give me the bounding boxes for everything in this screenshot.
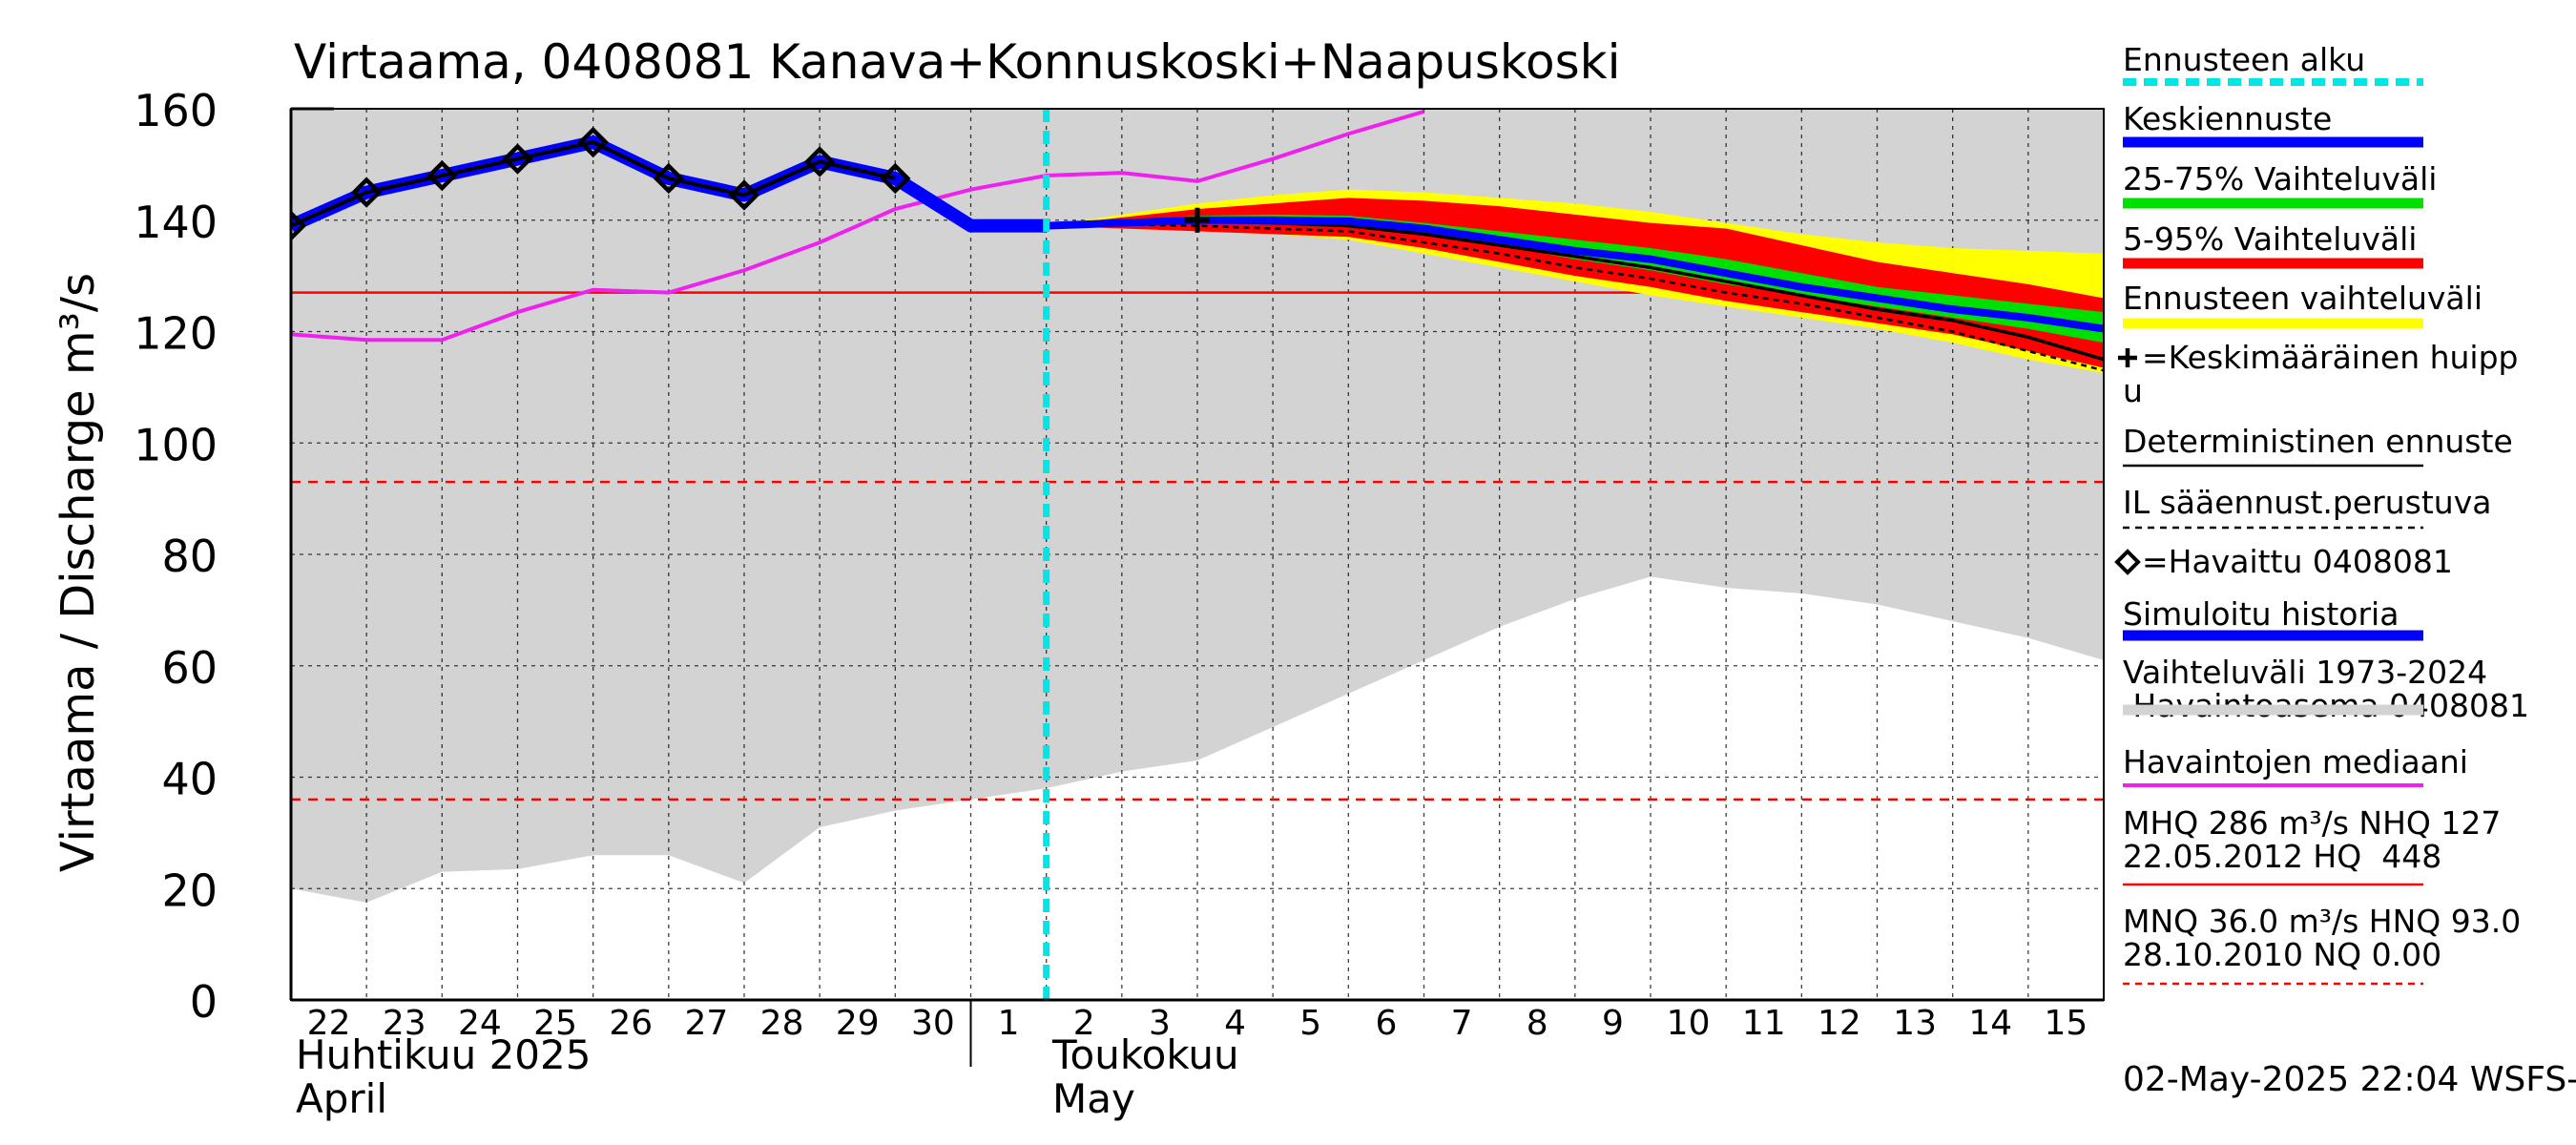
legend-label-mhq: MHQ 286 m³/s NHQ 127: [2123, 804, 2501, 842]
legend-label-band-25-75: 25-75% Vaihteluväli: [2123, 160, 2437, 198]
legend-label-history-range: Vaihteluväli 1973-2024: [2123, 654, 2487, 691]
legend-label-mean-peak: =Keskimääräinen huipp: [2142, 339, 2519, 376]
month-label-may-en: May: [1052, 1075, 1135, 1122]
legend-label-mnq: MNQ 36.0 m³/s HNQ 93.0: [2123, 903, 2521, 940]
observed-line: [291, 139, 896, 228]
x-tick-label: 29: [836, 1004, 880, 1043]
y-tick-label: 100: [134, 419, 218, 470]
legend-label-band-5-95: 5-95% Vaihteluväli: [2123, 220, 2417, 258]
x-tick-label: 7: [1451, 1004, 1473, 1043]
il-forecast-line: [970, 223, 2104, 372]
y-tick-label: 0: [190, 976, 218, 1028]
x-tick-label: 22: [307, 1004, 351, 1043]
legend-label-il-forecast: IL sääennust.perustuva: [2123, 484, 2491, 521]
x-tick-label: 1: [998, 1004, 1020, 1043]
observed-point: [880, 162, 911, 195]
y-tick-label: 40: [161, 754, 218, 805]
y-tick-label: 120: [134, 308, 218, 360]
x-tick-label: 12: [1818, 1004, 1861, 1043]
x-tick-label: 6: [1375, 1004, 1397, 1043]
legend-label2-mnq: 28.10.2010 NQ 0.00: [2123, 936, 2441, 973]
x-tick-label: 24: [458, 1004, 502, 1043]
observed-point: [291, 210, 307, 241]
observed-point: [350, 177, 383, 208]
observed-point: [577, 126, 609, 158]
mean-peak-marker: [1185, 207, 1210, 233]
forecast-25-75-band: [970, 214, 2104, 344]
x-tick-label: 30: [911, 1004, 955, 1043]
x-tick-label: 2: [1073, 1004, 1095, 1043]
legend-swatch-observed: [2114, 549, 2141, 575]
x-tick-label: 4: [1224, 1004, 1246, 1043]
footer-timestamp: 02-May-2025 22:04 WSFS-O: [2123, 1060, 2576, 1099]
x-tick-label: 9: [1602, 1004, 1624, 1043]
median-line: [291, 110, 1425, 343]
x-tick-label: 25: [533, 1004, 577, 1043]
observed-point: [803, 146, 836, 177]
x-tick-label: 15: [2045, 1004, 2088, 1043]
x-tick-label: 10: [1667, 1004, 1711, 1043]
legend-label-deterministic: Deterministinen ennuste: [2123, 423, 2513, 460]
x-tick-label: 3: [1149, 1004, 1171, 1043]
observed-point: [653, 162, 685, 195]
x-tick-label: 14: [1968, 1004, 2012, 1043]
legend-label-forecast-start: Ennusteen alku: [2123, 41, 2365, 78]
legend-label-band-full: Ennusteen vaihteluväli: [2123, 280, 2483, 317]
legend-swatch-mean-peak: [2118, 348, 2137, 367]
x-tick-label: 23: [383, 1004, 426, 1043]
plot-area: [291, 109, 2104, 1000]
legend-label2-mhq: 22.05.2012 HQ 448: [2123, 838, 2441, 875]
y-tick-label: 60: [161, 642, 218, 694]
x-tick-label: 11: [1742, 1004, 1786, 1043]
observed-point: [502, 143, 533, 175]
forecast-5-95-band: [970, 198, 2104, 368]
legend-label2-mean-peak: u: [2123, 372, 2143, 409]
x-tick-label: 13: [1893, 1004, 1937, 1043]
y-tick-label: 20: [161, 864, 218, 916]
observed-point: [728, 179, 760, 211]
x-tick-label: 28: [760, 1004, 804, 1043]
legend-label-observed: =Havaittu 0408081: [2142, 543, 2453, 580]
mean-forecast-line: [970, 216, 2104, 333]
y-tick-label: 80: [161, 531, 218, 582]
month-label-may-fi: Toukokuu: [1051, 1031, 1239, 1078]
legend-label-median: Havaintojen mediaani: [2123, 743, 2468, 781]
x-tick-label: 8: [1527, 1004, 1548, 1043]
y-tick-label: 140: [134, 197, 218, 248]
month-label-april-en: April: [296, 1075, 387, 1122]
observed-point: [426, 159, 458, 192]
y-tick-label: 160: [134, 85, 218, 136]
y-axis-label: Virtaama / Discharge m³/s: [52, 273, 105, 872]
plot-content: [291, 109, 2104, 1000]
x-tick-label: 26: [609, 1004, 653, 1043]
legend: Ennusteen alku Keskiennuste 25-75% Vaihtel…: [2114, 41, 2529, 986]
chart-title: Virtaama, 0408081 Kanava+Konnuskoski+Naa…: [294, 34, 1621, 90]
x-tick-label: 27: [685, 1004, 729, 1043]
x-tick-label: 5: [1299, 1004, 1321, 1043]
legend-label-mean-forecast: Keskiennuste: [2123, 100, 2332, 137]
legend-label-simulated: Simuloitu historia: [2123, 595, 2399, 633]
month-label-april-fi: Huhtikuu 2025: [296, 1031, 591, 1078]
